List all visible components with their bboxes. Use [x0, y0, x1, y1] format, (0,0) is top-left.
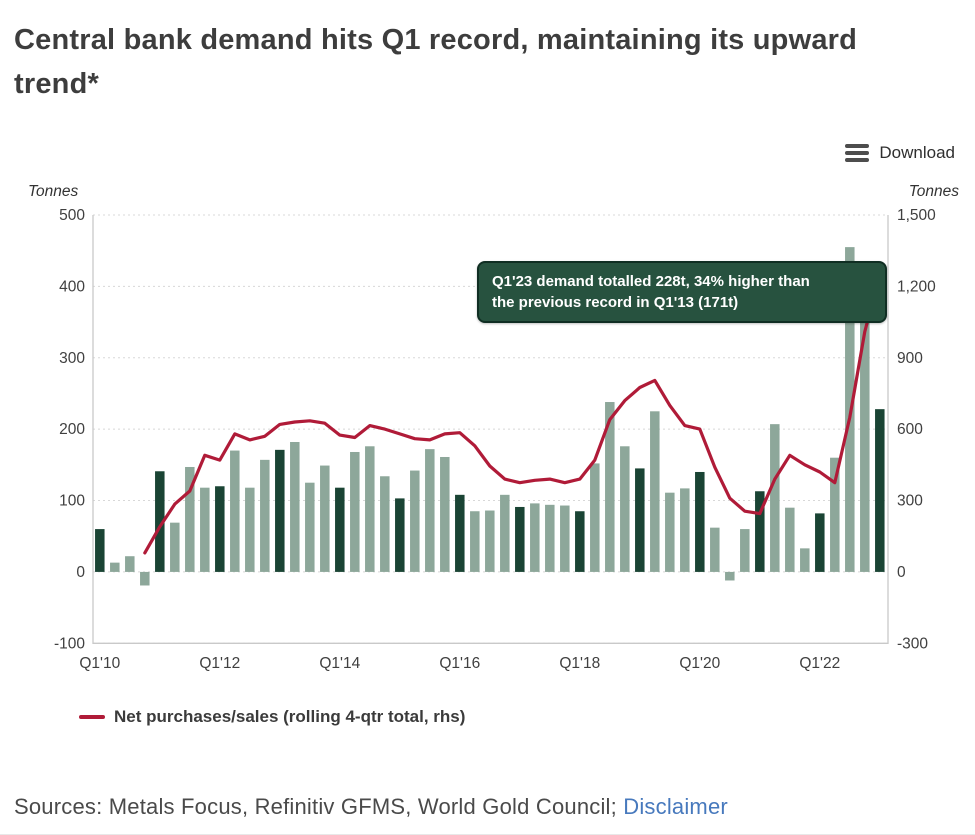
bar-Q2'13[interactable] [290, 441, 300, 572]
legend-line-marker [79, 715, 105, 719]
rolling-total-line[interactable] [143, 272, 882, 555]
left-axis-tick: -100 [54, 635, 85, 652]
right-axis-tick: 0 [897, 564, 906, 581]
bar-Q1'19[interactable] [635, 468, 645, 572]
bar-Q2'12[interactable] [230, 450, 240, 572]
bar-Q4'10[interactable] [140, 571, 150, 586]
bar-Q4'21[interactable] [800, 548, 810, 572]
x-axis-tick: Q1'18 [559, 655, 600, 672]
bar-Q1'23[interactable] [875, 409, 885, 572]
x-axis-tick: Q1'22 [799, 655, 840, 672]
bar-Q1'22[interactable] [815, 513, 825, 572]
chart-title: Central bank demand hits Q1 record, main… [14, 24, 858, 100]
bar-Q3'20[interactable] [725, 571, 735, 581]
bar-Q4'12[interactable] [260, 459, 270, 572]
left-axis-unit: Tonnes [28, 183, 79, 200]
bar-Q3'16[interactable] [485, 510, 495, 572]
bar-Q3'21[interactable] [785, 507, 795, 572]
x-axis-tick: Q1'10 [79, 655, 120, 672]
bar-Q1'18[interactable] [575, 511, 585, 572]
bar-Q4'19[interactable] [680, 488, 690, 572]
bar-Q3'10[interactable] [125, 556, 135, 572]
disclaimer-link[interactable]: Disclaimer [623, 794, 728, 819]
bar-Q2'18[interactable] [590, 463, 600, 572]
bar-Q2'10[interactable] [110, 562, 120, 572]
bar-Q2'22[interactable] [830, 457, 840, 572]
bar-Q2'20[interactable] [710, 527, 720, 572]
right-axis-tick: 1,500 [897, 207, 936, 224]
legend-label: Net purchases/sales (rolling 4-qtr total… [114, 707, 466, 726]
bar-Q3'19[interactable] [665, 492, 675, 572]
left-axis-tick: 500 [59, 207, 85, 224]
bar-Q2'19[interactable] [650, 411, 660, 572]
x-axis-tick: Q1'12 [199, 655, 240, 672]
right-axis-unit: Tonnes [908, 183, 959, 200]
left-axis-tick: 300 [59, 350, 85, 367]
bar-Q1'13[interactable] [275, 449, 285, 572]
bar-Q3'13[interactable] [305, 482, 315, 572]
bar-Q3'11[interactable] [185, 466, 195, 572]
bar-Q1'10[interactable] [95, 529, 105, 572]
plot-border [92, 215, 889, 644]
tooltip-line-2: the previous record in Q1'13 (171t) [492, 294, 739, 311]
legend-item[interactable]: Net purchases/sales (rolling 4-qtr total… [79, 707, 465, 727]
bar-Q1'16[interactable] [455, 494, 465, 572]
tooltip-line-1: Q1'23 demand totalled 228t, 34% higher t… [492, 273, 810, 290]
bar-Q4'13[interactable] [320, 465, 330, 572]
bar-Q2'17[interactable] [530, 503, 540, 572]
bar-Q1'17[interactable] [515, 506, 525, 572]
right-axis-tick: 1,200 [897, 278, 936, 295]
left-axis-tick: 400 [59, 278, 85, 295]
bar-Q4'22[interactable] [860, 300, 870, 572]
bar-Q2'16[interactable] [470, 511, 480, 572]
chart-plot-area[interactable]: 500 1,500 400 1,200 300 900 200 600 100 300 0 0 -100… [0, 0, 975, 700]
bar-Q3'18[interactable] [605, 402, 615, 572]
right-axis-tick: -300 [897, 635, 928, 652]
chart-tooltip: Q1'23 demand totalled 228t, 34% higher t… [477, 261, 887, 323]
download-button[interactable]: Download [845, 143, 955, 163]
bar-Q2'21[interactable] [770, 424, 780, 572]
bar-Q1'14[interactable] [335, 487, 345, 572]
hamburger-icon[interactable] [845, 144, 870, 162]
right-axis-tick: 900 [897, 350, 923, 367]
bar-Q1'20[interactable] [695, 471, 705, 572]
download-label[interactable]: Download [879, 143, 955, 162]
left-axis-tick: 200 [59, 421, 85, 438]
bar-Q3'17[interactable] [545, 504, 555, 572]
right-axis-tick: 300 [897, 493, 923, 510]
bar-Q3'14[interactable] [365, 446, 375, 572]
left-axis-tick: 0 [76, 564, 85, 581]
bar-Q1'21[interactable] [755, 491, 765, 572]
bar-Q2'14[interactable] [350, 451, 360, 572]
x-axis-tick: Q1'16 [439, 655, 480, 672]
bar-Q1'12[interactable] [215, 486, 225, 572]
bar-Q4'14[interactable] [380, 476, 390, 572]
bar-Q4'17[interactable] [560, 505, 570, 572]
sources-text: Sources: Metals Focus, Refinitiv GFMS, W… [14, 794, 624, 819]
x-axis-tick: Q1'14 [319, 655, 360, 672]
left-axis-tick: 100 [59, 493, 85, 510]
bar-Q2'11[interactable] [170, 522, 180, 572]
bar-Q2'15[interactable] [410, 470, 420, 572]
bar-Q4'16[interactable] [500, 494, 510, 572]
x-axis-tick: Q1'20 [679, 655, 720, 672]
bar-Q4'11[interactable] [200, 487, 210, 572]
bar-Q3'15[interactable] [425, 449, 435, 572]
sources-line: Sources: Metals Focus, Refinitiv GFMS, W… [14, 794, 728, 820]
bar-Q4'15[interactable] [440, 456, 450, 572]
bar-Q1'15[interactable] [395, 498, 405, 572]
bar-Q1'11[interactable] [155, 471, 165, 572]
bar-Q3'12[interactable] [245, 487, 255, 572]
bar-Q4'18[interactable] [620, 446, 630, 572]
right-axis-tick: 600 [897, 421, 923, 438]
bar-Q4'20[interactable] [740, 529, 750, 572]
